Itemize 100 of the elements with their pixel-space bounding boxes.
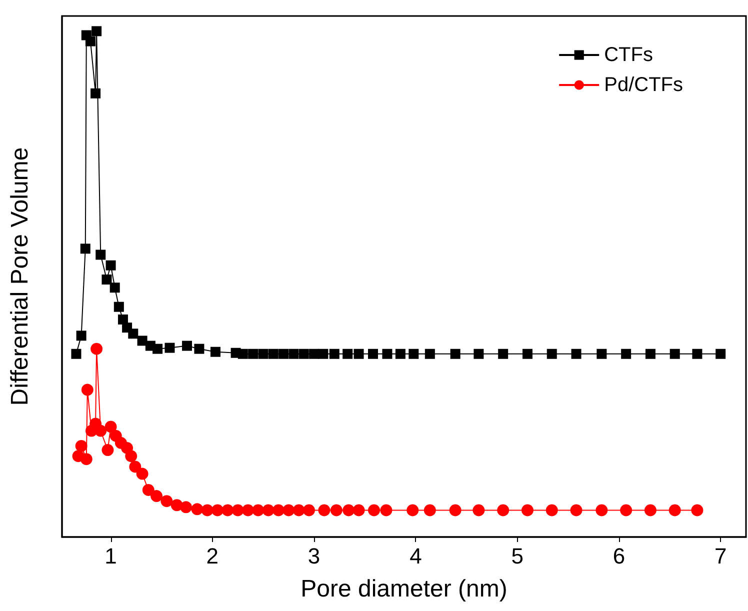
point xyxy=(292,504,305,516)
point xyxy=(248,348,258,359)
point xyxy=(472,504,485,516)
point xyxy=(71,348,82,359)
point xyxy=(210,346,220,357)
point xyxy=(596,504,608,516)
point xyxy=(670,348,680,359)
point xyxy=(691,504,704,516)
point xyxy=(352,504,365,516)
point xyxy=(329,348,340,359)
x-tick-label: 4 xyxy=(410,544,422,568)
point xyxy=(76,330,86,341)
point xyxy=(408,348,419,359)
x-tick-label: 5 xyxy=(511,544,524,568)
x-tick-label: 3 xyxy=(308,544,320,568)
point xyxy=(90,342,103,355)
point xyxy=(232,504,244,516)
point xyxy=(114,302,124,312)
point xyxy=(102,274,112,285)
point xyxy=(424,348,435,359)
point xyxy=(692,348,702,359)
point xyxy=(620,504,632,516)
point xyxy=(644,504,656,516)
point xyxy=(129,460,142,473)
point xyxy=(92,26,102,36)
point xyxy=(522,504,534,516)
point xyxy=(160,495,173,508)
point xyxy=(497,504,510,516)
point xyxy=(242,504,254,516)
point xyxy=(80,244,90,254)
point xyxy=(450,348,460,359)
point xyxy=(150,490,163,502)
point xyxy=(302,504,315,516)
point xyxy=(90,88,101,98)
point xyxy=(424,504,436,516)
point xyxy=(272,504,284,516)
point xyxy=(354,348,364,359)
point xyxy=(191,503,204,516)
point xyxy=(85,36,96,46)
point xyxy=(621,348,632,359)
point xyxy=(278,348,289,359)
point xyxy=(80,453,92,466)
x-tick-label: 1 xyxy=(104,544,117,568)
point xyxy=(498,348,508,359)
point xyxy=(368,504,380,516)
point xyxy=(81,384,94,396)
point xyxy=(298,348,309,359)
point xyxy=(570,504,582,516)
point xyxy=(152,344,163,354)
point xyxy=(282,504,295,516)
point xyxy=(318,504,330,516)
point xyxy=(342,504,355,516)
point xyxy=(238,348,248,359)
point xyxy=(75,440,88,452)
point xyxy=(288,348,299,359)
point xyxy=(645,348,656,359)
point xyxy=(262,504,274,516)
point xyxy=(406,504,419,516)
point xyxy=(668,504,681,516)
point xyxy=(104,420,117,433)
point xyxy=(258,348,268,359)
point xyxy=(546,504,558,516)
point xyxy=(716,348,726,359)
point xyxy=(368,348,378,359)
point xyxy=(137,336,148,346)
point xyxy=(268,348,278,359)
point xyxy=(318,348,328,359)
legend-label: Pd/CTFs xyxy=(604,74,684,96)
point xyxy=(222,504,234,516)
point xyxy=(142,484,154,496)
legend-label: CTFs xyxy=(604,44,653,66)
point xyxy=(330,504,342,516)
point xyxy=(136,468,148,480)
point xyxy=(164,342,175,353)
point xyxy=(180,501,192,514)
point xyxy=(110,282,120,293)
point xyxy=(194,344,204,354)
point xyxy=(382,348,392,359)
point xyxy=(449,504,462,516)
point xyxy=(571,348,582,359)
point xyxy=(102,444,114,456)
point xyxy=(212,504,224,516)
point xyxy=(182,340,192,351)
point xyxy=(596,348,607,359)
point xyxy=(128,328,138,339)
point xyxy=(125,450,138,462)
x-axis-title: Pore diameter (nm) xyxy=(300,576,508,602)
point xyxy=(309,348,320,359)
point xyxy=(395,348,406,359)
point xyxy=(106,260,116,270)
point xyxy=(380,504,392,516)
point xyxy=(94,424,107,437)
x-tick-label: 6 xyxy=(612,544,626,568)
point xyxy=(252,504,264,516)
point xyxy=(546,348,557,359)
point xyxy=(522,348,532,359)
point xyxy=(96,250,106,260)
y-axis-title: Differential Pore Volume xyxy=(6,147,34,406)
x-tick-label: 7 xyxy=(714,544,727,568)
point xyxy=(201,504,214,516)
